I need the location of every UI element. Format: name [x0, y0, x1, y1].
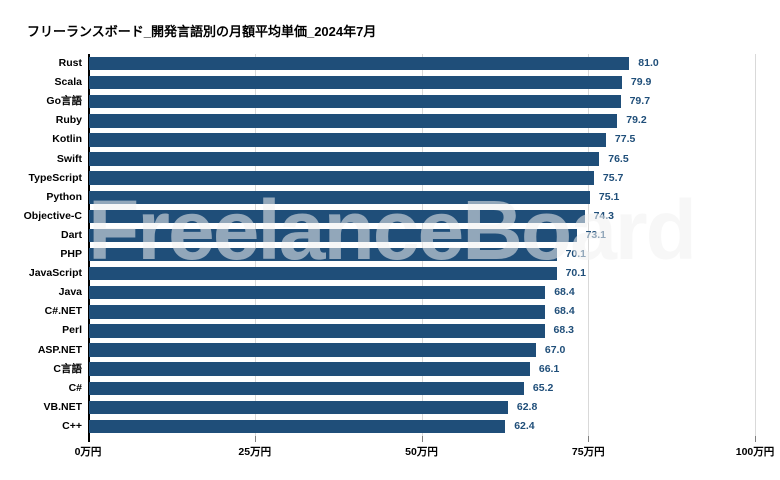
value-label: 70.1 — [565, 248, 586, 260]
axis-tick-label: 100万円 — [735, 446, 775, 458]
bar — [89, 324, 545, 338]
bar — [89, 95, 621, 109]
category-label: TypeScript — [28, 171, 82, 184]
category-label: Swift — [56, 152, 82, 165]
category-label: Python — [46, 190, 82, 203]
category-label: Scala — [54, 76, 82, 89]
value-label: 81.0 — [638, 57, 659, 69]
bar — [89, 343, 536, 357]
axis-tick-label: 25万円 — [238, 446, 272, 458]
bar — [89, 266, 557, 281]
bar — [89, 400, 508, 415]
category-label: JavaScript — [28, 267, 82, 280]
category-label: Kotlin — [52, 133, 82, 146]
bar — [89, 114, 618, 128]
bar — [89, 209, 585, 224]
category-label: C# — [68, 381, 82, 394]
value-label: 62.4 — [514, 419, 535, 432]
category-label: C言語 — [53, 362, 82, 375]
gridline — [755, 54, 756, 436]
value-label: 68.4 — [554, 286, 575, 299]
category-label: VB.NET — [43, 400, 82, 413]
category-label: Dart — [60, 228, 82, 241]
axis-tick — [588, 436, 590, 442]
gridline — [254, 54, 256, 436]
chart-title: フリーランスボード_開発言語別の月額平均単価_2024年7月 — [27, 24, 377, 39]
category-label: Objective-C — [23, 209, 82, 222]
bar — [89, 419, 506, 434]
value-label: 66.1 — [538, 362, 560, 375]
value-label: 79.9 — [630, 76, 652, 89]
category-label: ASP.NET — [37, 343, 82, 356]
bar — [89, 381, 524, 395]
value-label: 65.2 — [532, 381, 554, 394]
bar — [89, 152, 600, 166]
value-label: 77.5 — [614, 133, 636, 146]
bar — [89, 56, 630, 71]
category-label: Perl — [62, 324, 82, 337]
value-label: 76.5 — [608, 152, 629, 165]
value-label: 79.2 — [626, 114, 647, 127]
category-label: Ruby — [55, 114, 82, 127]
bar — [89, 286, 546, 300]
category-label: C++ — [62, 419, 82, 432]
value-label: 75.7 — [602, 171, 624, 184]
bar — [89, 190, 590, 204]
category-label: Go言語 — [46, 95, 82, 108]
value-label: 75.1 — [598, 190, 620, 203]
value-label: 68.3 — [553, 324, 574, 337]
category-label: PHP — [60, 248, 82, 260]
category-label: Java — [58, 286, 82, 299]
value-label: 73.1 — [585, 228, 606, 241]
value-label: 70.1 — [565, 267, 586, 280]
bar — [89, 362, 530, 376]
category-label: Rust — [58, 57, 82, 69]
axis-tick — [421, 436, 423, 442]
bar — [89, 171, 594, 185]
value-label: 68.4 — [554, 305, 575, 318]
axis-tick-label: 50万円 — [405, 446, 438, 458]
gridline — [588, 54, 590, 436]
bar — [89, 228, 577, 243]
axis-tick-label: 75万円 — [571, 446, 605, 458]
value-label: 74.3 — [593, 209, 615, 222]
category-label: C#.NET — [44, 305, 82, 318]
value-label: 79.7 — [629, 95, 651, 108]
axis-tick — [755, 436, 756, 442]
bar — [89, 305, 546, 319]
value-label: 67.0 — [544, 343, 566, 356]
value-label: 62.8 — [516, 400, 538, 413]
bar — [89, 75, 622, 90]
axis-tick-label: 0万円 — [74, 446, 102, 458]
bar — [89, 133, 606, 147]
bar — [89, 247, 557, 262]
gridline — [421, 54, 423, 436]
axis-tick — [254, 436, 256, 442]
